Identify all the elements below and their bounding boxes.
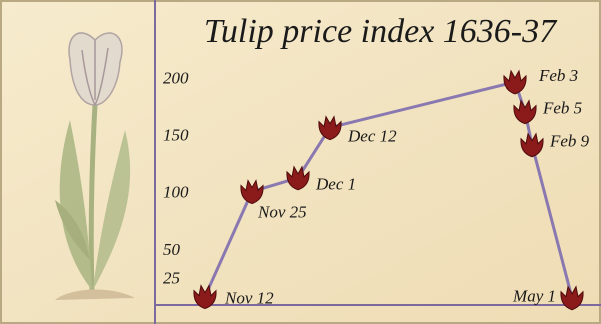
y-tick-label: 200 [163,69,189,88]
tulip-illustration [55,32,135,300]
tulip-marker [193,284,217,310]
y-tick-label: 25 [163,268,180,287]
point-label: May 1 [512,287,556,306]
tulip-marker [503,69,527,95]
y-tick-label: 50 [163,240,181,259]
tulip-marker [240,179,264,205]
tulip-marker [318,115,342,141]
point-label: Feb 5 [542,99,582,118]
point-label: Feb 3 [538,66,578,85]
chart-title: Tulip price index 1636-37 [204,13,558,50]
y-tick-label: 150 [163,126,189,145]
point-label: Feb 9 [549,132,590,151]
tulip-marker [286,165,310,191]
point-label: Nov 12 [224,288,274,307]
point-label: Dec 12 [347,127,397,146]
y-tick-label: 100 [163,183,189,202]
tulip-marker [513,99,537,125]
tulip-marker [560,285,584,311]
point-label: Nov 25 [257,202,307,221]
tulip-marker [520,132,544,158]
point-label: Dec 1 [315,175,356,194]
